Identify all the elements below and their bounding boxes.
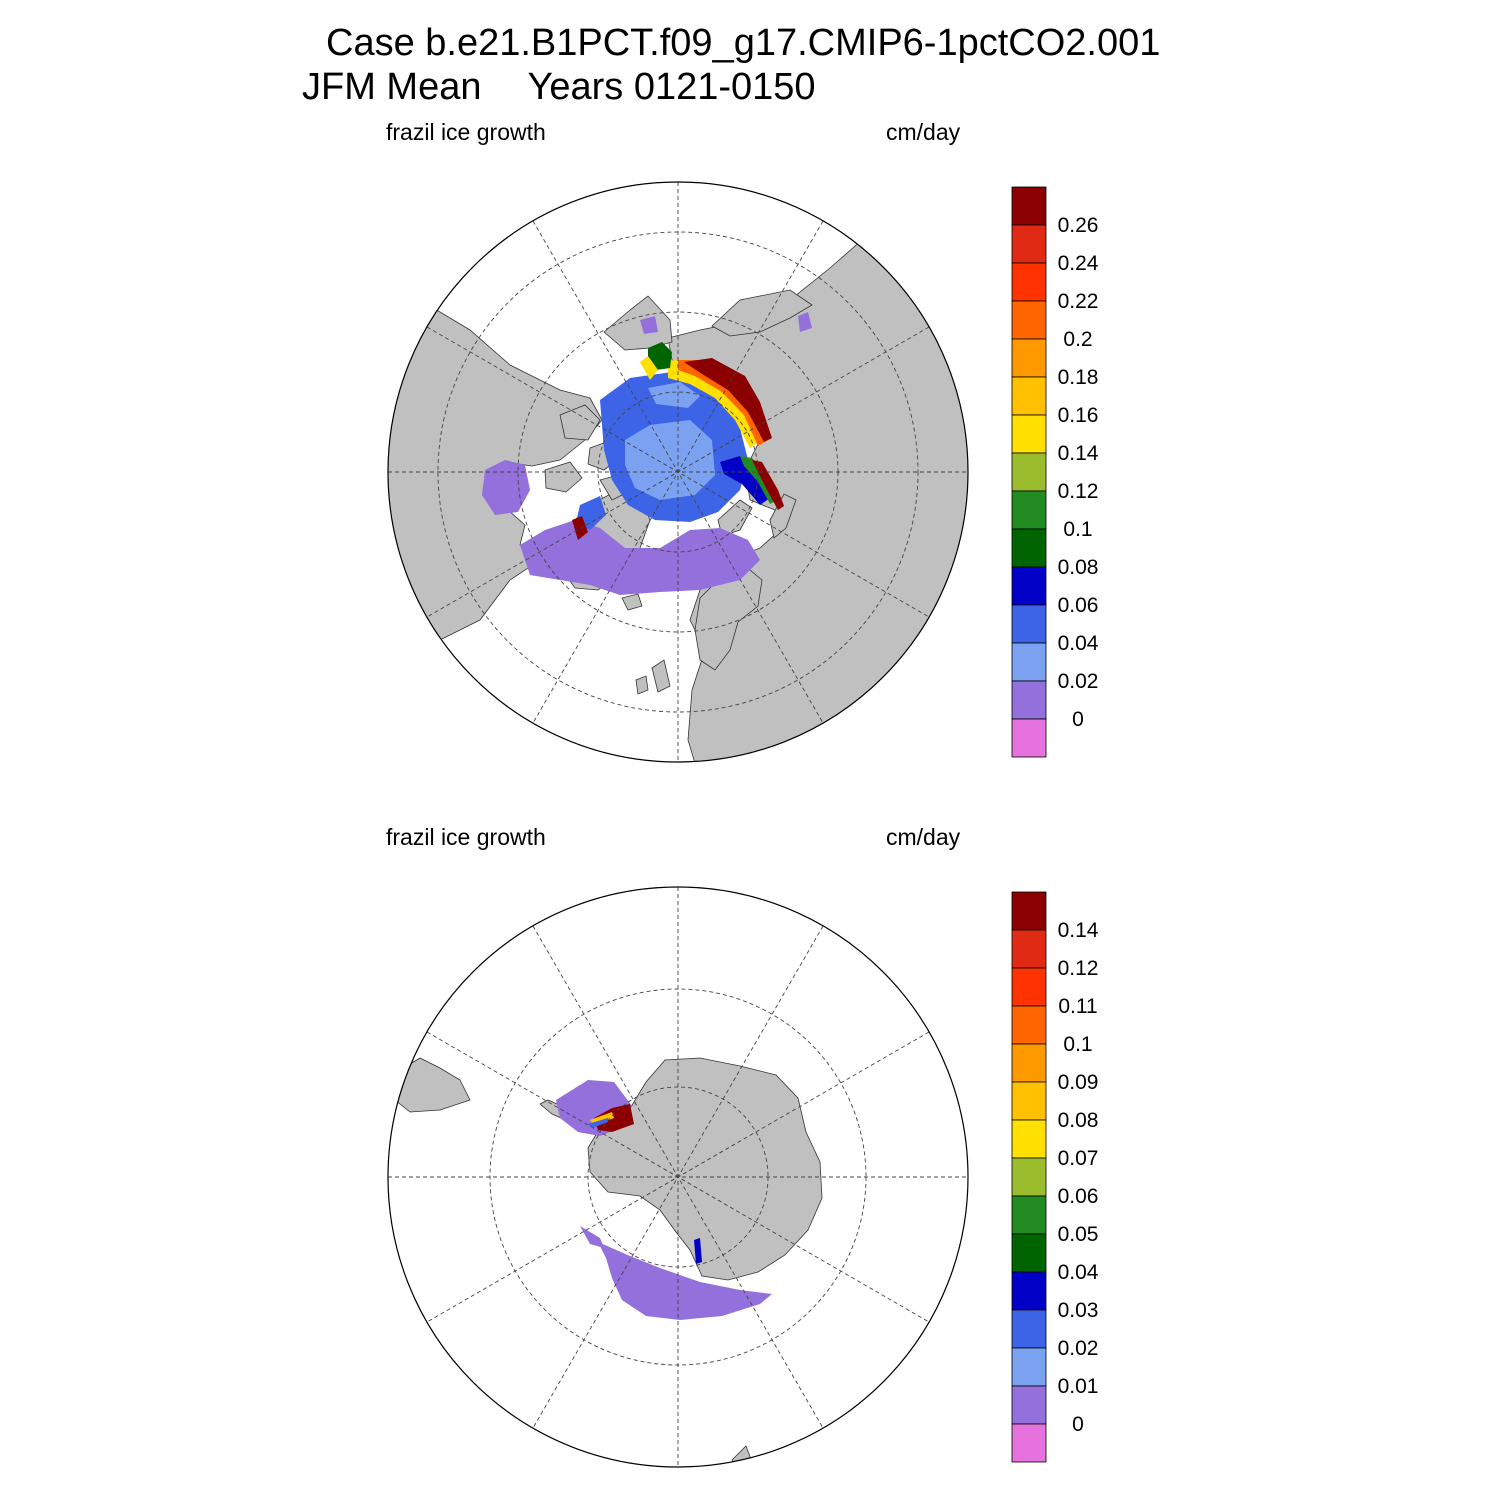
north-polar-map	[387, 181, 969, 763]
colorbar-tick-label: 0.04	[1058, 1261, 1099, 1284]
colorbar-swatch	[1011, 528, 1047, 568]
colorbar-tick-label: 0.06	[1058, 1185, 1099, 1208]
colorbar-tick-label: 0.2	[1063, 328, 1092, 351]
colorbar-swatch	[1011, 1043, 1047, 1083]
colorbar-tick-label: 0.08	[1058, 556, 1099, 579]
colorbar-swatch	[1011, 891, 1047, 931]
colorbar-tick-label: 0.1	[1063, 1033, 1092, 1056]
colorbar-swatch	[1011, 566, 1047, 606]
colorbar-swatch	[1011, 642, 1047, 682]
colorbar-swatch	[1011, 604, 1047, 644]
colorbar-tick-label: 0.12	[1058, 480, 1099, 503]
colorbar-tick-label: 0.05	[1058, 1223, 1099, 1246]
colorbar-swatch	[1011, 680, 1047, 720]
south-graticule	[388, 887, 968, 1467]
colorbar-swatch	[1011, 338, 1047, 378]
colorbar-tick-label: 0.14	[1058, 442, 1099, 465]
south-map-border	[387, 886, 969, 1468]
colorbar-tick-label: 0.14	[1058, 919, 1099, 942]
plot-title: Case b.e21.B1PCT.f09_g17.CMIP6-1pctCO2.0…	[326, 22, 1161, 64]
colorbar-swatch	[1011, 1157, 1047, 1197]
colorbar-swatch	[1011, 1271, 1047, 1311]
colorbar-tick-label: 0.12	[1058, 957, 1099, 980]
north-colorbar: 0.26 0.24 0.22 0.2 0.18 0.16 0.14 0.12 0.1 0.08 0.…	[1011, 186, 1099, 758]
colorbar-swatch	[1011, 490, 1047, 530]
colorbar-tick-label: 0.04	[1058, 632, 1099, 655]
colorbar-tick-label: 0.11	[1058, 995, 1097, 1018]
colorbar-tick-label: 0.07	[1058, 1147, 1099, 1170]
colorbar-swatch	[1011, 1005, 1047, 1045]
colorbar-swatch	[1011, 1119, 1047, 1159]
colorbar-swatch	[1011, 967, 1047, 1007]
north-frazil-field	[482, 312, 812, 595]
colorbar-tick-label: 0.24	[1058, 252, 1099, 275]
south-units-label: cm/day	[886, 824, 961, 850]
years-label: Years 0121-0150	[527, 66, 816, 108]
colorbar-swatch	[1011, 262, 1047, 302]
colorbar-swatch	[1011, 224, 1047, 264]
south-colorbar: 0.14 0.12 0.11 0.1 0.09 0.08 0.07 0.06 0.05 0.04 0…	[1011, 891, 1099, 1463]
plot-subtitle: JFM Mean Years 0121-0150	[302, 68, 816, 106]
colorbar-tick-label: 0.01	[1058, 1375, 1099, 1398]
colorbar-swatch	[1011, 186, 1047, 226]
north-map-border	[387, 181, 969, 763]
colorbar-swatch	[1011, 376, 1047, 416]
colorbar-swatch	[1011, 414, 1047, 454]
colorbar-tick-label: 0	[1072, 1413, 1084, 1436]
colorbar-tick-label: 0.09	[1058, 1071, 1099, 1094]
season-label: JFM Mean	[302, 66, 482, 108]
south-variable-label: frazil ice growth	[386, 824, 546, 850]
colorbar-tick-label: 0.1	[1063, 518, 1092, 541]
colorbar-tick-label: 0.02	[1058, 1337, 1099, 1360]
colorbar-tick-label: 0.18	[1058, 366, 1099, 389]
colorbar-tick-label: 0.22	[1058, 290, 1099, 313]
colorbar-swatch	[1011, 1347, 1047, 1387]
colorbar-swatch	[1011, 929, 1047, 969]
north-units-label: cm/day	[886, 119, 961, 145]
colorbar-swatch	[1011, 1385, 1047, 1425]
colorbar-tick-label: 0.06	[1058, 594, 1099, 617]
colorbar-swatch	[1011, 452, 1047, 492]
south-polar-map	[387, 886, 969, 1468]
colorbar-swatch	[1011, 718, 1047, 758]
colorbar-tick-label: 0.16	[1058, 404, 1099, 427]
north-variable-label: frazil ice growth	[386, 119, 546, 145]
south-land	[394, 1057, 823, 1467]
colorbar-swatch	[1011, 1309, 1047, 1349]
colorbar-tick-label: 0.26	[1058, 214, 1099, 237]
colorbar-tick-label: 0.08	[1058, 1109, 1099, 1132]
colorbar-swatch	[1011, 1233, 1047, 1273]
colorbar-tick-label: 0.02	[1058, 670, 1099, 693]
colorbar-tick-label: 0	[1072, 708, 1084, 731]
colorbar-swatch	[1011, 300, 1047, 340]
colorbar-swatch	[1011, 1081, 1047, 1121]
south-frazil-field	[556, 1080, 772, 1320]
north-graticule	[388, 182, 968, 762]
colorbar-swatch	[1011, 1423, 1047, 1463]
colorbar-swatch	[1011, 1195, 1047, 1235]
colorbar-tick-label: 0.03	[1058, 1299, 1099, 1322]
